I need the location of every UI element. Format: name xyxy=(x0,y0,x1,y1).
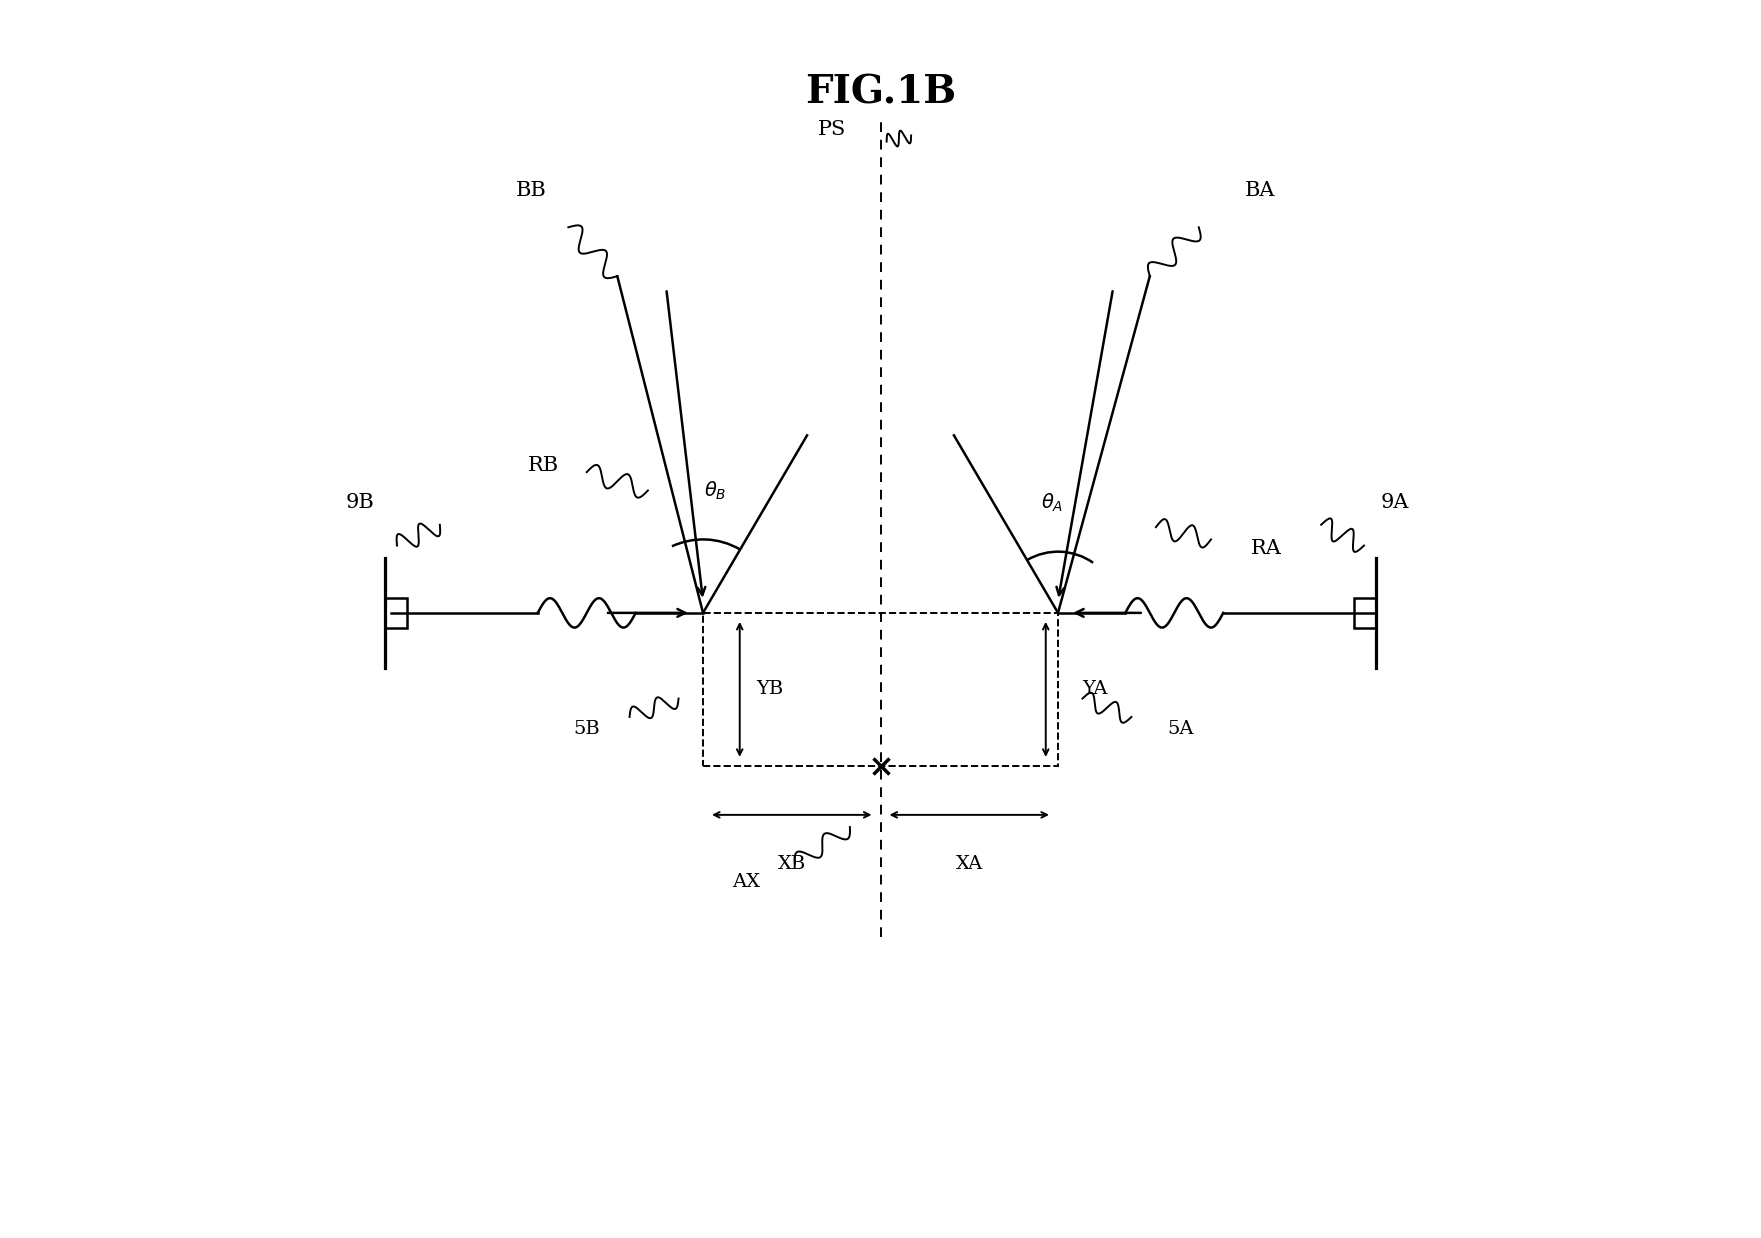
Text: $\theta_A$: $\theta_A$ xyxy=(1041,491,1064,514)
Text: BB: BB xyxy=(516,181,548,201)
Text: PS: PS xyxy=(817,120,845,139)
Text: 9A: 9A xyxy=(1381,493,1409,513)
Text: 5A: 5A xyxy=(1168,721,1194,738)
Text: YB: YB xyxy=(757,681,784,698)
Text: $\theta_B$: $\theta_B$ xyxy=(704,479,727,501)
Text: FIG.1B: FIG.1B xyxy=(805,73,956,111)
Text: RA: RA xyxy=(1250,539,1282,557)
Text: XA: XA xyxy=(956,854,983,873)
Text: BA: BA xyxy=(1245,181,1275,201)
Bar xyxy=(384,598,407,628)
Bar xyxy=(1354,598,1377,628)
Text: YA: YA xyxy=(1081,681,1108,698)
Text: XB: XB xyxy=(778,854,807,873)
Text: 9B: 9B xyxy=(345,493,375,513)
Text: RB: RB xyxy=(528,457,560,475)
Text: AX: AX xyxy=(733,873,759,891)
Text: 5B: 5B xyxy=(574,721,601,738)
